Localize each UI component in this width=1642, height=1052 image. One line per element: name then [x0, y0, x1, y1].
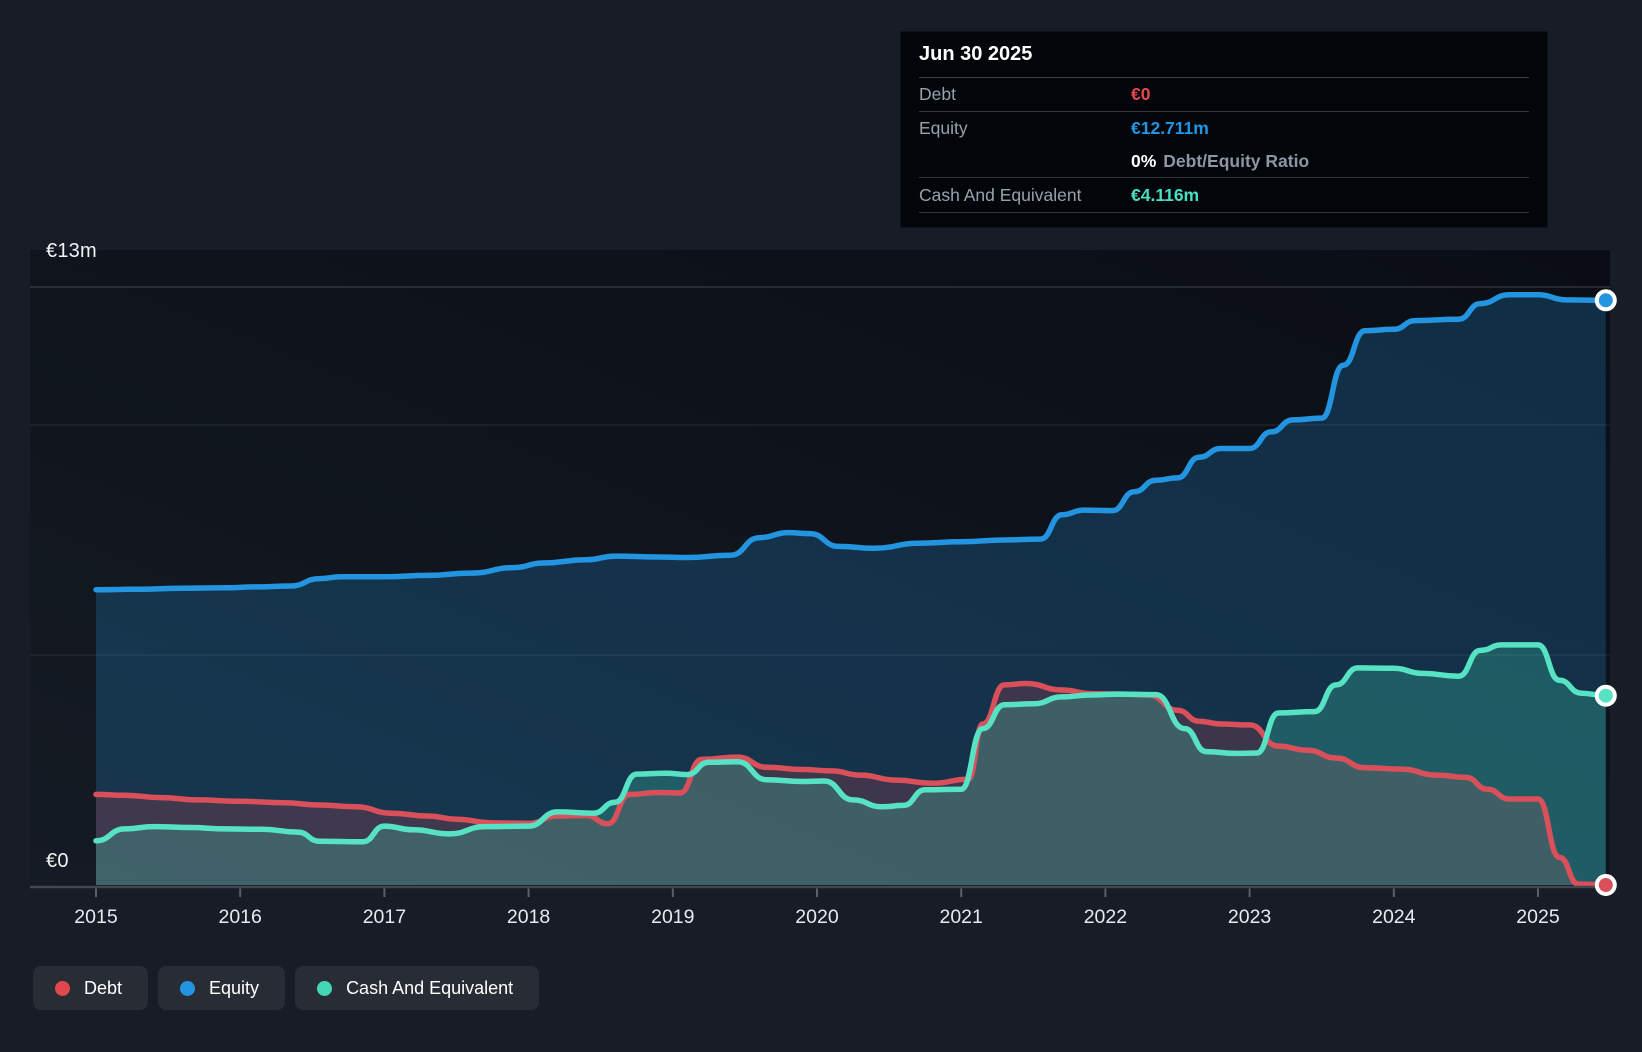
- x-axis-year-label-2019: 2019: [651, 906, 695, 928]
- equity-color-dot-icon: [180, 980, 196, 996]
- legend-item-debt[interactable]: Debt: [33, 966, 149, 1010]
- debt-line[interactable]: [93, 680, 1609, 888]
- chart-legend: Debt Equity Cash And Equivalent: [33, 966, 540, 1010]
- tooltip-cash-label: Cash And Equivalent: [919, 184, 1082, 205]
- y-axis-label-zero: €0: [46, 850, 69, 872]
- legend-item-cash[interactable]: Cash And Equivalent: [295, 966, 540, 1010]
- equity-line[interactable]: [93, 292, 1609, 593]
- cash-and-equivalent-area: [96, 644, 1606, 885]
- tooltip-equity-value: €12.711m: [1131, 118, 1209, 138]
- y-axis-label-top: €13m: [46, 240, 97, 262]
- equity-area: [96, 294, 1606, 885]
- tooltip-ratio-number: 0%: [1131, 150, 1157, 171]
- tooltip-row-equity: Equity €12.711m: [919, 112, 1529, 145]
- debt-end-marker[interactable]: [1594, 874, 1617, 896]
- tooltip-row-cash: Cash And Equivalent €4.116m: [919, 178, 1529, 213]
- debt-area: [96, 683, 1606, 885]
- tooltip-date: Jun 30 2025: [919, 32, 1529, 78]
- debt-color-dot-icon: [55, 980, 70, 996]
- cash-color-dot-icon: [317, 980, 333, 996]
- tooltip-equity-label: Equity: [919, 118, 968, 138]
- x-axis-year-label-2017: 2017: [362, 906, 407, 928]
- equity-end-marker[interactable]: [1594, 289, 1617, 312]
- chart-tooltip: Jun 30 2025 Debt €0 Equity €12.711m 0% De…: [900, 31, 1548, 228]
- x-axis-year-label-2022: 2022: [1083, 906, 1128, 928]
- legend-debt-label: Debt: [84, 977, 123, 998]
- legend-item-equity[interactable]: Equity: [158, 966, 286, 1010]
- tooltip-debt-label: Debt: [919, 84, 956, 104]
- x-axis-year-label-2016: 2016: [218, 906, 262, 928]
- legend-cash-label: Cash And Equivalent: [346, 977, 514, 998]
- tooltip-ratio-text: Debt/Equity Ratio: [1163, 150, 1310, 171]
- cash-and-equivalent-line[interactable]: [93, 642, 1609, 845]
- tooltip-cash-value: €4.116m: [1131, 184, 1200, 205]
- x-axis-year-label-2021: 2021: [939, 906, 983, 928]
- tooltip-debt-value: €0: [1131, 84, 1151, 104]
- x-axis-year-label-2023: 2023: [1227, 906, 1272, 928]
- x-axis-year-labels: 2015 2016 2017 2018 2019 2020 2021 2022 2023 2024…: [0, 906, 1642, 936]
- tooltip-ratio-value: 0% Debt/Equity Ratio: [1131, 151, 1309, 172]
- legend-equity-label: Equity: [209, 977, 260, 998]
- cash-and-equivalent-end-marker[interactable]: [1594, 684, 1617, 707]
- x-axis-year-label-2024: 2024: [1372, 906, 1416, 928]
- x-axis-year-label-2018: 2018: [506, 906, 551, 928]
- x-axis-year-label-2025: 2025: [1516, 906, 1560, 928]
- x-axis-year-label-2020: 2020: [795, 906, 839, 928]
- tooltip-row-debt: Debt €0: [919, 78, 1529, 112]
- x-axis-year-label-2015: 2015: [74, 906, 118, 928]
- tooltip-row-ratio: 0% Debt/Equity Ratio: [919, 145, 1529, 178]
